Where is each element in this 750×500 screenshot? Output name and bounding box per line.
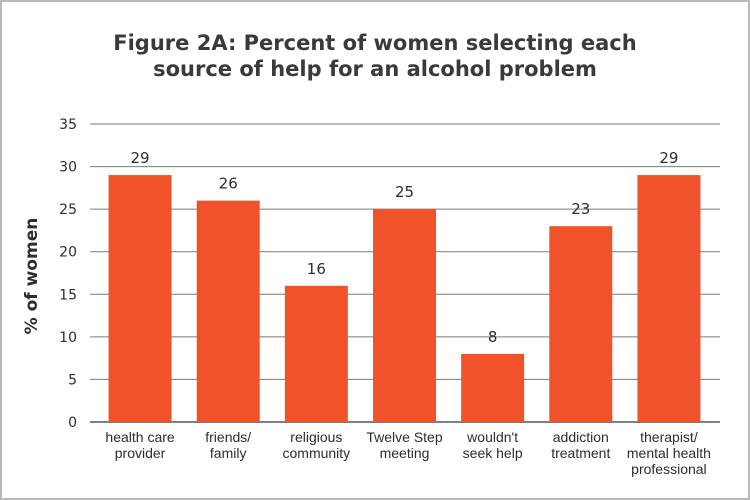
- x-category-label: community: [283, 445, 351, 461]
- x-category-label: religious: [290, 429, 342, 445]
- y-tick-label: 10: [59, 330, 77, 346]
- y-tick-label: 25: [59, 202, 77, 218]
- y-tick-label: 35: [59, 117, 77, 133]
- x-category-label: addiction: [553, 429, 609, 445]
- bar: [284, 285, 348, 422]
- x-category-label: friends/: [205, 429, 251, 445]
- bar-value-label: 29: [131, 149, 150, 167]
- bar-value-label: 26: [219, 175, 238, 193]
- chart-title-line-1: Figure 2A: Percent of women selecting ea…: [113, 31, 637, 55]
- bar: [637, 175, 701, 422]
- bar-value-label: 8: [488, 328, 498, 346]
- x-category-label: meeting: [380, 445, 430, 461]
- y-tick-label: 5: [68, 372, 77, 388]
- x-category-label: professional: [631, 461, 707, 477]
- bar-value-label: 23: [571, 200, 590, 218]
- y-axis-ticks: 0 5 10 15 20 25 30 35: [59, 117, 77, 431]
- x-category-label: health care: [105, 429, 174, 445]
- y-tick-label: 20: [59, 245, 77, 261]
- bar: [373, 209, 436, 422]
- bar: [108, 175, 172, 422]
- y-tick-label: 0: [68, 415, 77, 431]
- bar: [549, 226, 613, 422]
- bar-value-label: 25: [395, 183, 414, 201]
- x-category-label: treatment: [551, 445, 610, 461]
- x-category-label: Twelve Step: [366, 429, 442, 445]
- x-category-label: provider: [115, 445, 166, 461]
- chart-title-line-2: source of help for an alcohol problem: [153, 57, 597, 81]
- value-labels: 29 26 16 25 8 23 29: [131, 149, 679, 346]
- bars: [108, 175, 701, 422]
- x-category-label: mental health: [627, 445, 711, 461]
- x-category-label: therapist/: [640, 429, 698, 445]
- bar: [461, 353, 525, 422]
- y-tick-label: 15: [59, 287, 77, 303]
- x-category-label: wouldn't: [466, 429, 518, 445]
- y-tick-label: 30: [59, 160, 77, 176]
- x-category-label: seek help: [463, 445, 523, 461]
- bar-value-label: 16: [307, 260, 326, 278]
- x-category-label: family: [210, 445, 247, 461]
- bar: [196, 200, 260, 422]
- y-axis-title: % of women: [22, 218, 42, 335]
- bar-value-label: 29: [659, 149, 678, 167]
- chart-title: Figure 2A: Percent of women selecting ea…: [0, 30, 750, 82]
